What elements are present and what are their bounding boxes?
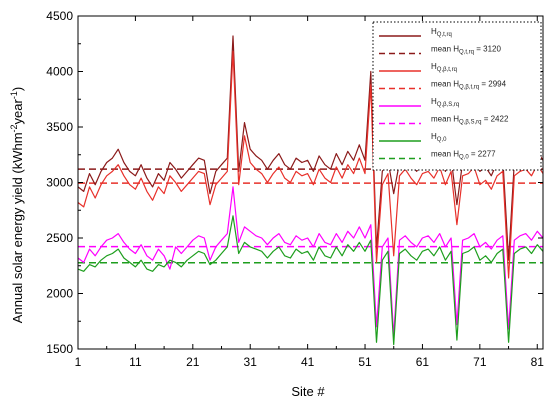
legend-entry-6: HQ,0 xyxy=(431,132,447,143)
x-tick-label-8: 81 xyxy=(531,355,545,369)
y-axis-title: Annual solar energy yield (kWhm-2year-1) xyxy=(9,87,25,323)
y-tick-label-5: 4000 xyxy=(46,65,73,79)
y-tick-label-0: 1500 xyxy=(46,342,73,356)
y-axis-title-sup1: -2 xyxy=(9,124,19,132)
y-axis-title-sup2: -1 xyxy=(9,91,19,99)
x-tick-label-3: 31 xyxy=(244,355,258,369)
series-line-3 xyxy=(77,215,544,346)
legend-entry-1: mean HQ,t,rq = 3120 xyxy=(431,45,501,56)
y-tick-label-4: 3500 xyxy=(46,120,73,134)
legend-entry-5: mean HQ,β,S,rq = 2422 xyxy=(431,115,509,126)
legend-entry-3: mean HQ,β,t,rq = 2994 xyxy=(431,80,507,91)
x-tick-label-1: 11 xyxy=(129,355,142,369)
y-tick-label-3: 3000 xyxy=(46,176,73,190)
x-tick-label-2: 21 xyxy=(186,355,200,369)
x-tick-label-0: 1 xyxy=(75,355,82,369)
x-tick-label-5: 51 xyxy=(358,355,372,369)
y-tick-label-1: 2000 xyxy=(46,287,73,301)
series-line-2 xyxy=(77,186,544,337)
y-tick-label-2: 2500 xyxy=(46,231,73,245)
x-axis-title: Site # xyxy=(291,384,325,399)
x-tick-label-7: 71 xyxy=(473,355,487,369)
legend-entry-0: HQ,t,rq xyxy=(431,27,452,38)
legend-entry-4: HQ,β,S,rq xyxy=(431,97,459,108)
y-tick-label-6: 4500 xyxy=(46,9,73,23)
x-tick-label-4: 41 xyxy=(301,355,315,369)
x-tick-label-6: 61 xyxy=(416,355,430,369)
legend-entry-7: mean HQ,0 = 2277 xyxy=(431,150,496,161)
legend-entry-2: HQ,β,t,rq xyxy=(431,62,457,73)
legend-box xyxy=(372,21,542,171)
series-line-1 xyxy=(77,50,544,279)
